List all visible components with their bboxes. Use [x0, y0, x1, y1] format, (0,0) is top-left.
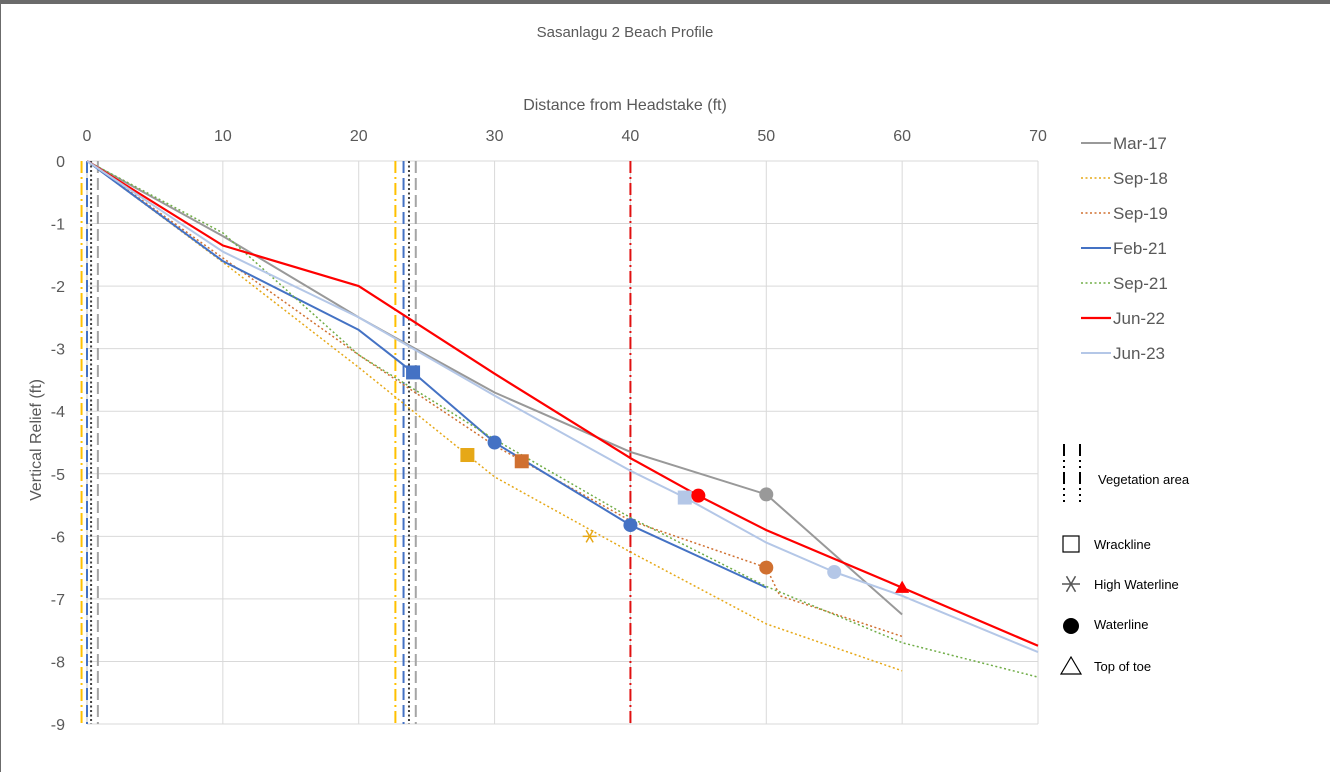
- y-axis-label: Vertical Relief (ft): [28, 379, 45, 501]
- circle-marker: [623, 518, 638, 533]
- x-tick-label: 30: [486, 128, 504, 145]
- circle-marker: [759, 560, 774, 575]
- legend-item: Jun-23: [1081, 344, 1165, 363]
- star-marker-stroke: [585, 529, 594, 543]
- symbol-legend-label: Wrackline: [1094, 537, 1151, 552]
- circle-marker: [487, 435, 502, 450]
- waterline-icon: [1063, 618, 1079, 634]
- circle-marker: [691, 488, 706, 503]
- x-tick-label: 40: [622, 128, 640, 145]
- symbol-legend-label: Vegetation area: [1098, 472, 1190, 487]
- legend-label: Sep-21: [1113, 274, 1168, 293]
- y-tick-label: -1: [51, 217, 65, 234]
- legend-item: Mar-17: [1081, 134, 1167, 153]
- beach-profile-chart: Sasanlagu 2 Beach Profile Distance from …: [28, 24, 1190, 734]
- symbol-legend-item: Wrackline: [1062, 535, 1151, 553]
- square-marker: [460, 448, 475, 463]
- y-tick-label: -3: [51, 342, 65, 359]
- y-tick-label: 0: [56, 154, 65, 171]
- symbol-legend-label: Waterline: [1094, 617, 1148, 632]
- x-tick-label: 60: [893, 128, 911, 145]
- series-line-jun-23: [86, 160, 1039, 654]
- legend-label: Jun-23: [1113, 344, 1165, 363]
- symbol-legend: Vegetation area Wrackline High Waterline Wa…: [1059, 444, 1190, 675]
- legend-item: Sep-21: [1081, 274, 1168, 293]
- series-line-sep-21: [86, 160, 1039, 678]
- x-tick-label: 50: [757, 128, 775, 145]
- series-legend: Mar-17 Sep-18 Sep-19 Feb-21 Sep-21 Jun-22 Jun-…: [1081, 134, 1168, 363]
- tick-labels: 0 10 20 30 40 50 60 70 0 -1 -2 -3 -4 -5 -6 -7 -8 -9: [51, 128, 1047, 734]
- symbol-legend-item: High Waterline: [1062, 575, 1179, 593]
- square-marker: [514, 454, 529, 469]
- x-tick-label: 70: [1029, 128, 1047, 145]
- legend-label: Mar-17: [1113, 134, 1167, 153]
- legend-label: Sep-18: [1113, 169, 1168, 188]
- symbol-legend-item: Top of toe: [1059, 655, 1151, 675]
- series-layer: [86, 160, 1039, 678]
- legend-item: Feb-21: [1081, 239, 1167, 258]
- high-waterline-icon: [1062, 575, 1080, 593]
- legend-label: Feb-21: [1113, 239, 1167, 258]
- symbol-legend-item: Waterline: [1063, 617, 1148, 634]
- chart-title: Sasanlagu 2 Beach Profile: [537, 24, 714, 41]
- wrackline-icon: [1062, 535, 1080, 553]
- legend-label: Sep-19: [1113, 204, 1168, 223]
- legend-label: Jun-22: [1113, 309, 1165, 328]
- y-tick-label: -7: [51, 592, 65, 609]
- legend-item: Sep-18: [1081, 169, 1168, 188]
- series-line-jun-22: [86, 160, 1039, 647]
- triangle-marker: [895, 580, 910, 593]
- x-axis-label: Distance from Headstake (ft): [523, 97, 727, 114]
- marker-layer: [406, 365, 910, 593]
- symbol-legend-label: High Waterline: [1094, 577, 1179, 592]
- y-tick-label: -6: [51, 529, 65, 546]
- x-tick-label: 10: [214, 128, 232, 145]
- series-line-sep-19: [86, 160, 903, 638]
- y-tick-label: -2: [51, 279, 65, 296]
- y-tick-label: -8: [51, 654, 65, 671]
- x-tick-label: 0: [83, 128, 92, 145]
- vegetation-area-icon: [1063, 444, 1081, 502]
- series-line-sep-18: [86, 160, 903, 672]
- x-tick-label: 20: [350, 128, 368, 145]
- top-of-toe-icon: [1059, 655, 1083, 675]
- square-marker: [677, 490, 692, 505]
- vertical-reference-lines: [80, 161, 632, 724]
- square-marker: [406, 365, 421, 380]
- circle-marker: [827, 564, 842, 579]
- symbol-legend-label: Top of toe: [1094, 659, 1151, 674]
- circle-marker: [759, 487, 774, 502]
- symbol-legend-item: Vegetation area: [1063, 444, 1190, 502]
- legend-item: Jun-22: [1081, 309, 1165, 328]
- y-tick-label: -4: [51, 404, 65, 421]
- legend-item: Sep-19: [1081, 204, 1168, 223]
- y-tick-label: -9: [51, 717, 65, 734]
- star-marker: [582, 529, 597, 543]
- high-waterline-icon-stroke: [1065, 575, 1077, 593]
- grid-layer: [86, 160, 1039, 725]
- y-tick-label: -5: [51, 467, 65, 484]
